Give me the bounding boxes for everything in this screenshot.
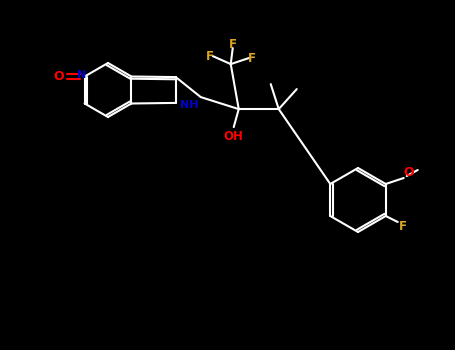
Text: N: N [77, 70, 86, 80]
Text: O: O [404, 167, 414, 180]
Text: F: F [248, 51, 256, 65]
Text: F: F [206, 50, 214, 63]
Text: OH: OH [224, 130, 244, 142]
Text: NH: NH [180, 100, 198, 110]
Text: F: F [399, 219, 407, 232]
Text: O: O [53, 70, 64, 83]
Text: F: F [229, 37, 237, 51]
